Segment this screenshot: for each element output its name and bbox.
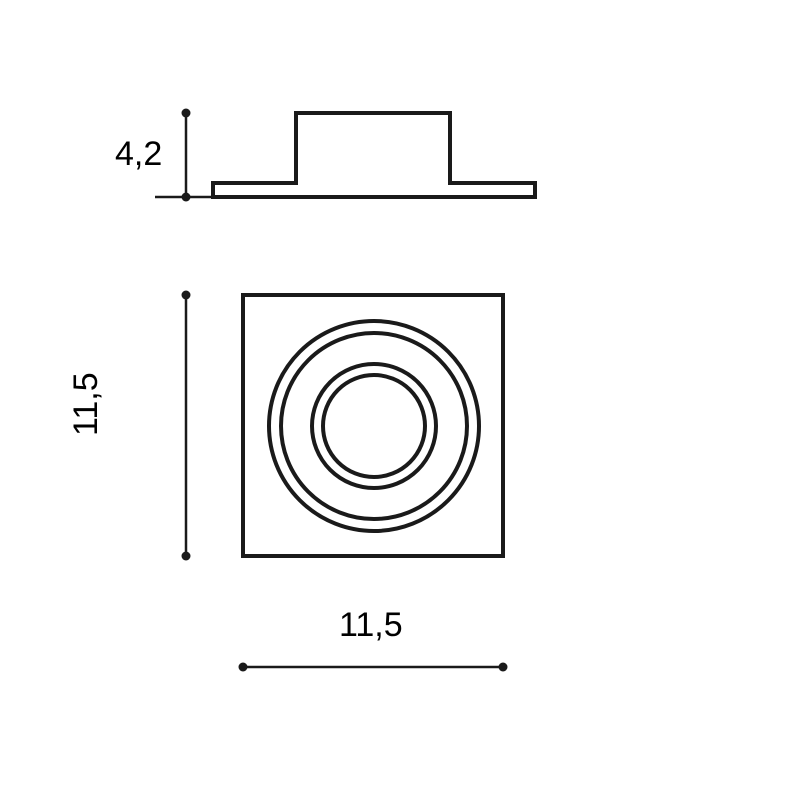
technical-drawing: 4,2 11,5 11,5 <box>0 0 800 800</box>
dim-label: 11,5 <box>339 606 403 644</box>
dim-terminator <box>239 663 248 672</box>
dim-terminator <box>182 109 191 118</box>
dim-terminator <box>499 663 508 672</box>
front-view-ring-2 <box>312 364 436 488</box>
front-view-ring-1 <box>281 333 467 519</box>
side-view-outline <box>213 113 535 197</box>
front-view-ring-3 <box>323 375 425 477</box>
dim-terminator <box>182 291 191 300</box>
dim-label: 11,5 <box>67 372 105 436</box>
dim-terminator <box>182 552 191 561</box>
dim-label: 4,2 <box>115 135 162 173</box>
front-view-ring-0 <box>269 321 479 531</box>
